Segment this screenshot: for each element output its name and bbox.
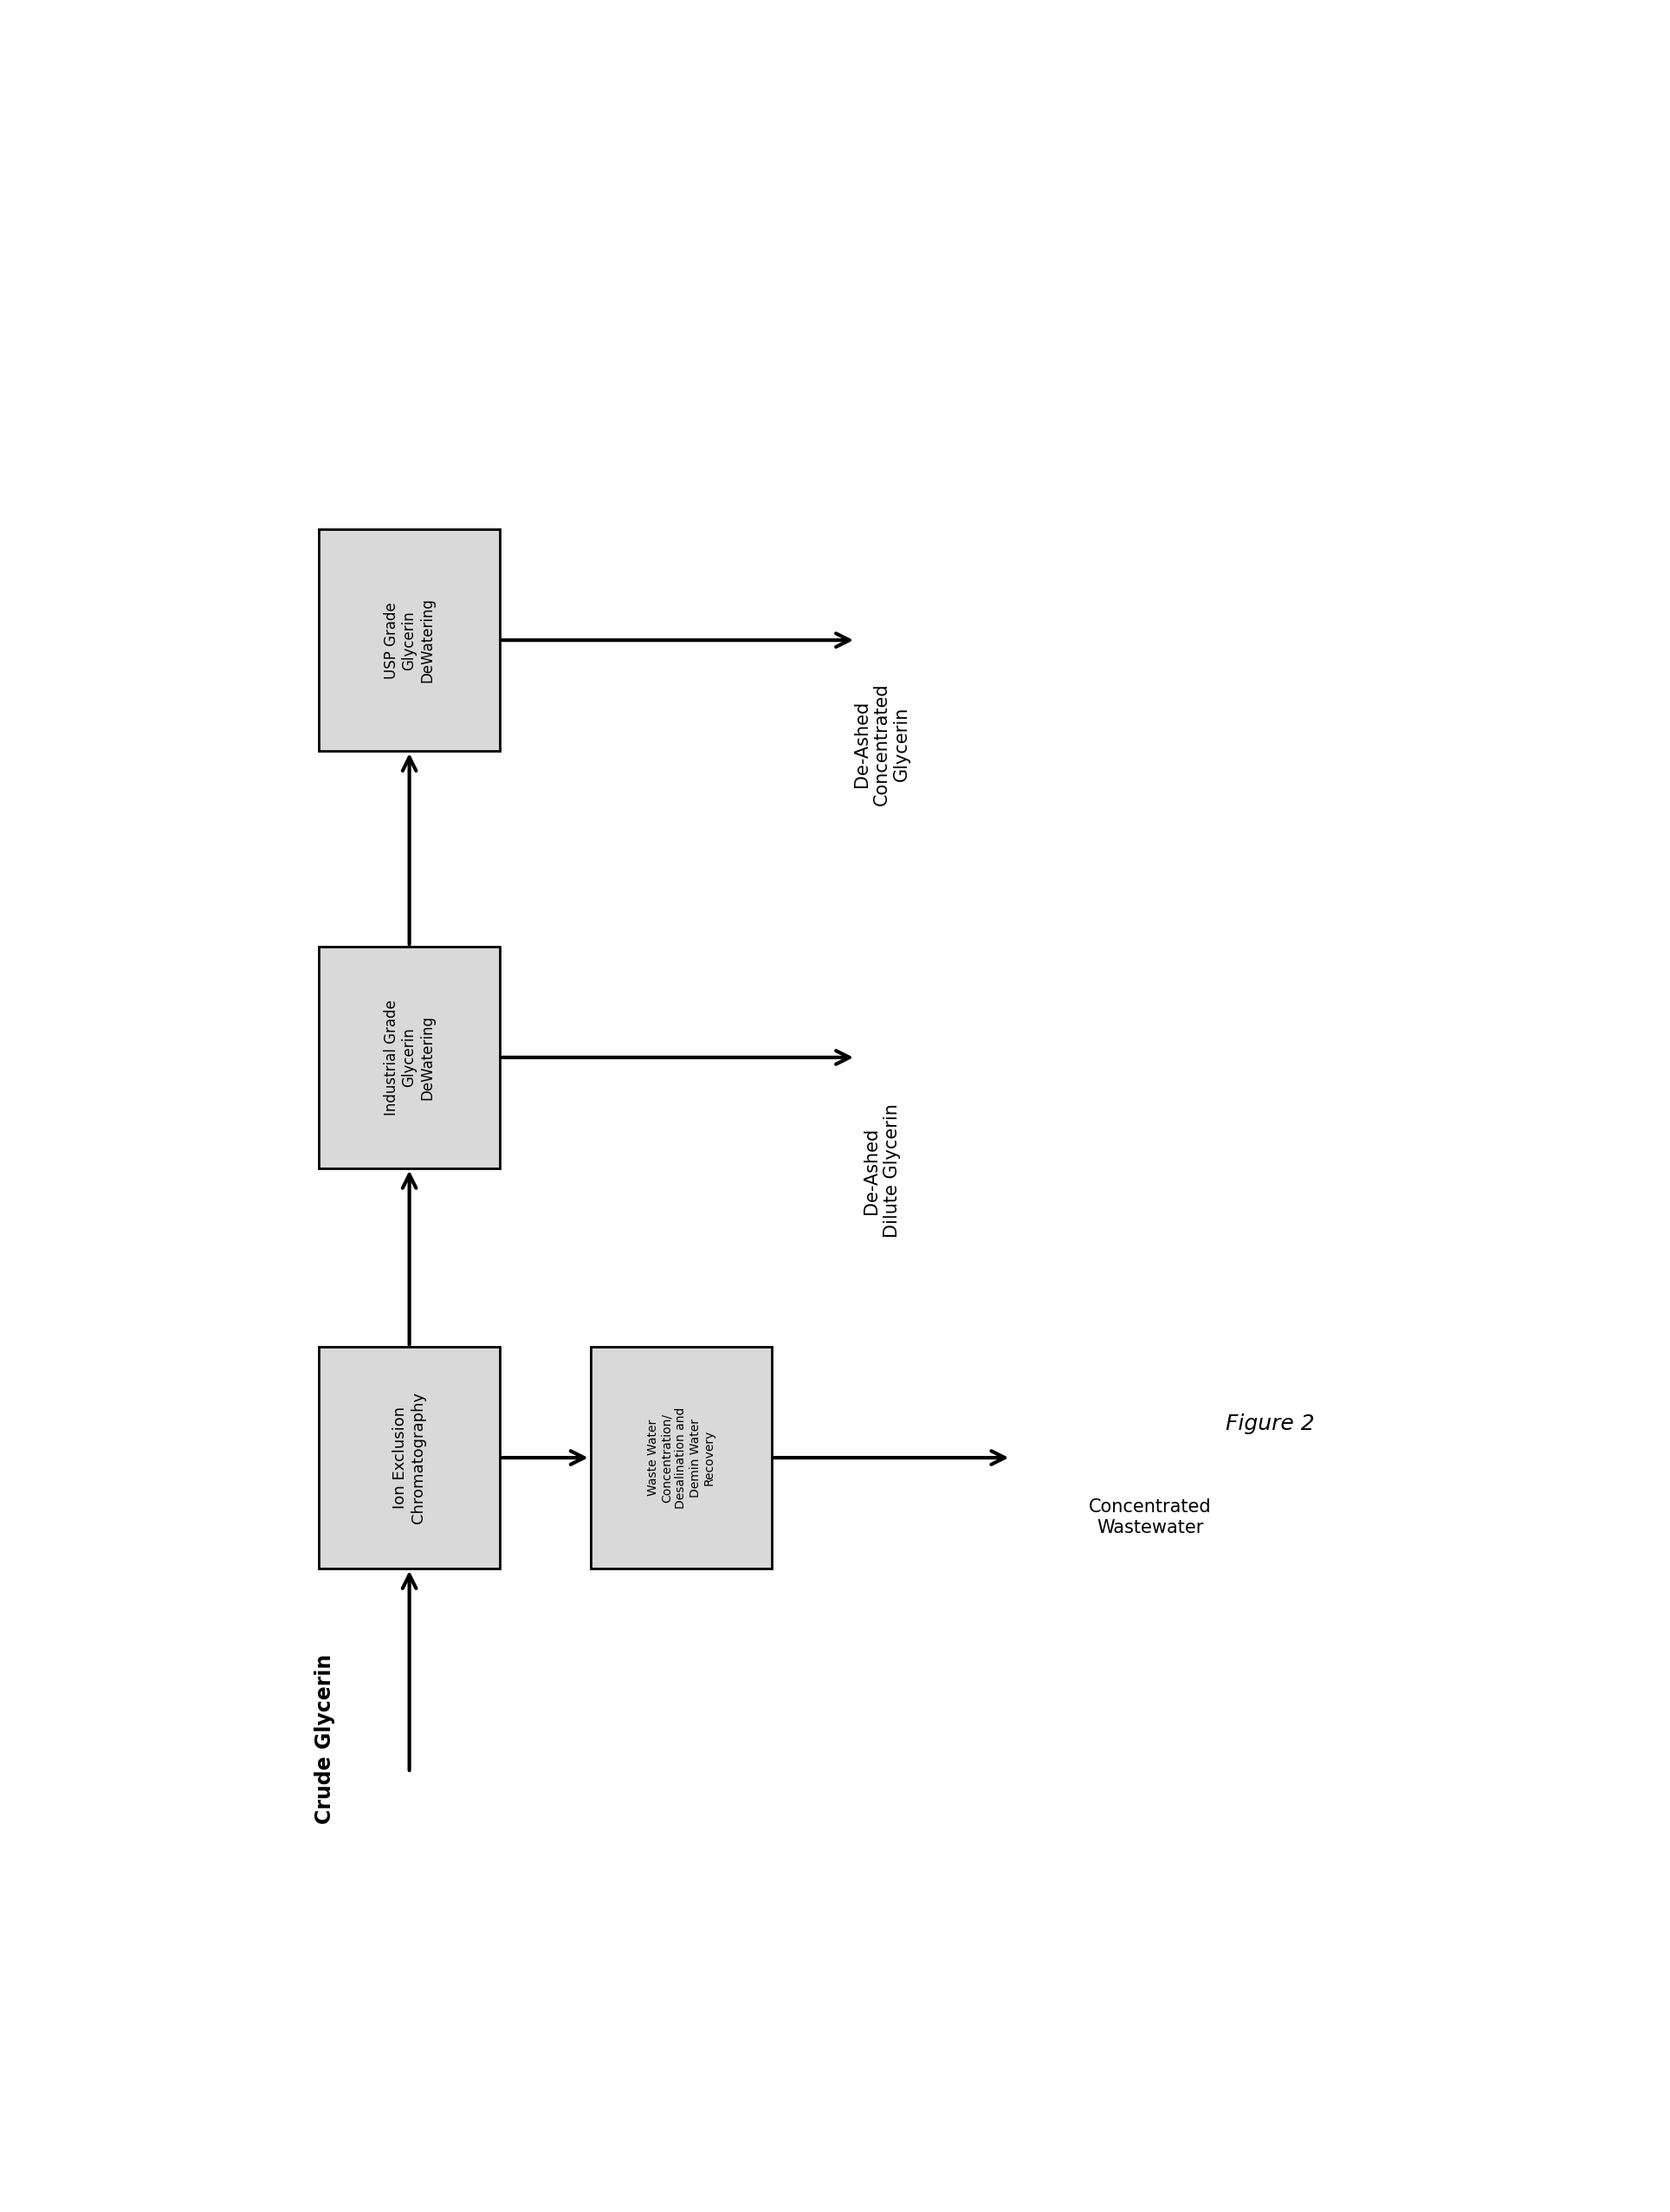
Bar (591, 1347, 772, 1568)
Text: Crude Glycerin: Crude Glycerin (316, 1655, 336, 1823)
Text: USP Grade
Glycerin
DeWatering: USP Grade Glycerin DeWatering (384, 597, 436, 684)
Text: De-Ashed
Dilute Glycerin: De-Ashed Dilute Glycerin (863, 1104, 900, 1237)
Text: Waste Water
Concentration/
Desalination and
Demin Water
Recovery: Waste Water Concentration/ Desalination … (646, 1407, 715, 1509)
Text: Ion Exclusion
Chromatography: Ion Exclusion Chromatography (392, 1391, 426, 1524)
Text: Figure 2: Figure 2 (1226, 1413, 1314, 1433)
Bar (319, 947, 499, 1168)
Text: De-Ashed
Concentrated
Glycerin: De-Ashed Concentrated Glycerin (853, 684, 910, 805)
Text: Concentrated
Wastewater: Concentrated Wastewater (1089, 1498, 1211, 1535)
Bar (319, 529, 499, 750)
Text: Industrial Grade
Glycerin
DeWatering: Industrial Grade Glycerin DeWatering (384, 1000, 436, 1115)
Bar (319, 1347, 499, 1568)
